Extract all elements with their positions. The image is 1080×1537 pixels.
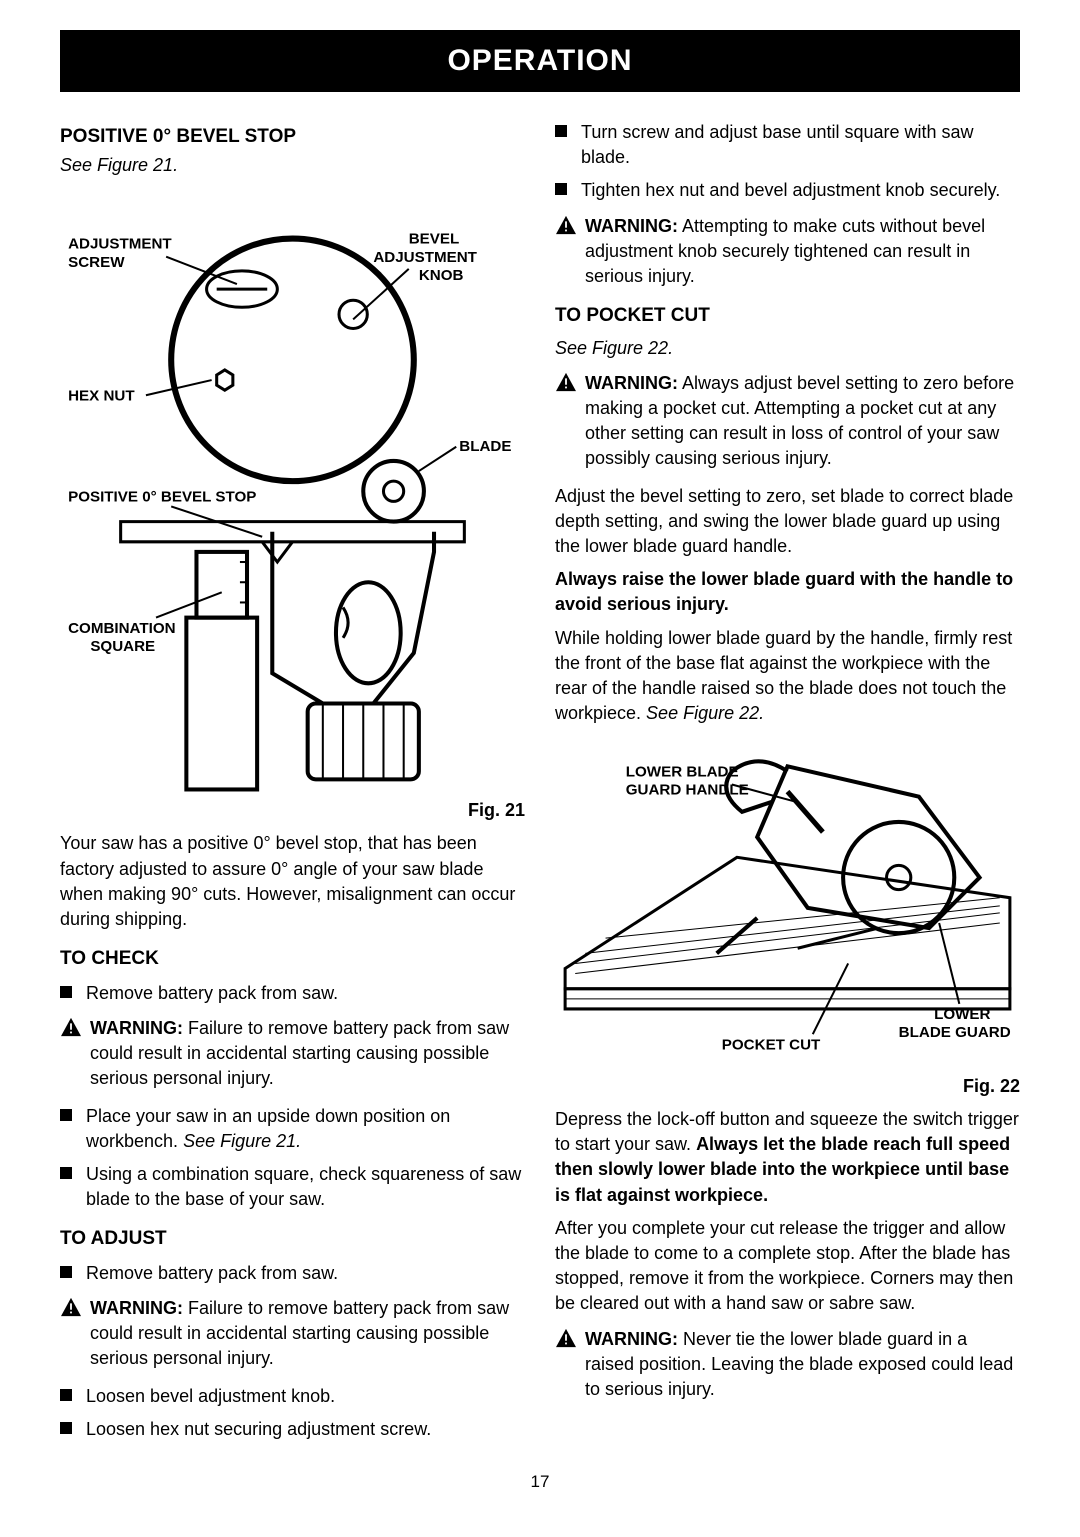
warning-icon: [555, 215, 577, 235]
svg-text:COMBINATION: COMBINATION: [68, 620, 176, 637]
pocket-para-4: After you complete your cut release the …: [555, 1216, 1020, 1317]
svg-text:LOWER BLADE: LOWER BLADE: [626, 764, 739, 781]
svg-text:BLADE: BLADE: [459, 438, 511, 455]
warning-3-label: WARNING:: [585, 216, 678, 236]
see-figure-21: See Figure 21.: [60, 153, 525, 178]
figure-21-caption: Fig. 21: [60, 798, 525, 823]
positive-bevel-stop-heading: POSITIVE 0° BEVEL STOP: [60, 124, 525, 151]
top-item-2: Tighten hex nut and bevel adjustment kno…: [555, 178, 1020, 203]
to-check-heading: TO CHECK: [60, 946, 525, 973]
pocket-para-3: Depress the lock-off button and squeeze …: [555, 1107, 1020, 1208]
check-list: Remove battery pack from saw.: [60, 981, 525, 1006]
svg-text:SQUARE: SQUARE: [90, 638, 155, 655]
check-list-2: Place your saw in an upside down positio…: [60, 1104, 525, 1213]
pocket-para-2a: While holding lower blade guard by the h…: [555, 628, 1012, 724]
svg-text:SCREW: SCREW: [68, 254, 125, 271]
operation-banner: OPERATION: [60, 30, 1020, 92]
svg-text:HEX NUT: HEX NUT: [68, 387, 135, 404]
left-column: POSITIVE 0° BEVEL STOP See Figure 21. AD…: [60, 112, 525, 1450]
right-top-list: Turn screw and adjust base until square …: [555, 120, 1020, 204]
warning-icon: [60, 1017, 82, 1037]
right-column: Turn screw and adjust base until square …: [555, 112, 1020, 1450]
check-item-2: Place your saw in an upside down positio…: [60, 1104, 525, 1154]
warning-icon: [555, 1328, 577, 1348]
warning-1: WARNING: Failure to remove battery pack …: [60, 1016, 525, 1092]
to-adjust-heading: TO ADJUST: [60, 1226, 525, 1253]
pocket-para-1: Adjust the bevel setting to zero, set bl…: [555, 484, 1020, 560]
svg-text:BLADE GUARD: BLADE GUARD: [899, 1025, 1011, 1042]
warning-5: WARNING: Never tie the lower blade guard…: [555, 1327, 1020, 1403]
adjust-item-3: Loosen hex nut securing adjustment screw…: [60, 1417, 525, 1442]
pocket-para-2: While holding lower blade guard by the h…: [555, 626, 1020, 727]
warning-4: WARNING: Always adjust bevel setting to …: [555, 371, 1020, 472]
figure-22-diagram: LOWER BLADE GUARD HANDLE LOWER BLADE GUA…: [555, 736, 1020, 1070]
figure-22-caption: Fig. 22: [555, 1074, 1020, 1099]
warning-4-label: WARNING:: [585, 373, 678, 393]
svg-text:POCKET CUT: POCKET CUT: [722, 1037, 821, 1054]
warning-icon: [555, 372, 577, 392]
warning-5-label: WARNING:: [585, 1329, 678, 1349]
svg-text:LOWER: LOWER: [934, 1006, 990, 1023]
warning-2-label: WARNING:: [90, 1298, 183, 1318]
check-item-3: Using a combination square, check square…: [60, 1162, 525, 1212]
svg-text:GUARD HANDLE: GUARD HANDLE: [626, 782, 749, 799]
svg-text:BEVEL: BEVEL: [409, 230, 460, 247]
svg-text:ADJUSTMENT: ADJUSTMENT: [68, 235, 172, 252]
warning-3: WARNING: Attempting to make cuts without…: [555, 214, 1020, 290]
page-number: 17: [60, 1470, 1020, 1494]
adjust-item-2: Loosen bevel adjustment knob.: [60, 1384, 525, 1409]
adjust-list-2: Loosen bevel adjustment knob. Loosen hex…: [60, 1384, 525, 1442]
pocket-bold-para: Always raise the lower blade guard with …: [555, 567, 1020, 617]
warning-2: WARNING: Failure to remove battery pack …: [60, 1296, 525, 1372]
see-figure-22: See Figure 22.: [555, 336, 1020, 361]
svg-text:POSITIVE 0° BEVEL STOP: POSITIVE 0° BEVEL STOP: [68, 488, 256, 505]
adjust-list: Remove battery pack from saw.: [60, 1261, 525, 1286]
warning-icon: [60, 1297, 82, 1317]
adjust-item-1: Remove battery pack from saw.: [60, 1261, 525, 1286]
figure-21-diagram: ADJUSTMENT SCREW BEVEL ADJUSTMENT KNOB H…: [60, 188, 525, 795]
check-item-2b: See Figure 21.: [183, 1131, 301, 1151]
intro-paragraph: Your saw has a positive 0° bevel stop, t…: [60, 831, 525, 932]
to-pocket-cut-heading: TO POCKET CUT: [555, 303, 1020, 330]
top-item-1: Turn screw and adjust base until square …: [555, 120, 1020, 170]
warning-1-label: WARNING:: [90, 1018, 183, 1038]
two-column-layout: POSITIVE 0° BEVEL STOP See Figure 21. AD…: [60, 112, 1020, 1450]
check-item-1: Remove battery pack from saw.: [60, 981, 525, 1006]
svg-text:ADJUSTMENT: ADJUSTMENT: [373, 249, 477, 266]
pocket-para-2b: See Figure 22.: [646, 703, 764, 723]
svg-text:KNOB: KNOB: [419, 267, 464, 284]
